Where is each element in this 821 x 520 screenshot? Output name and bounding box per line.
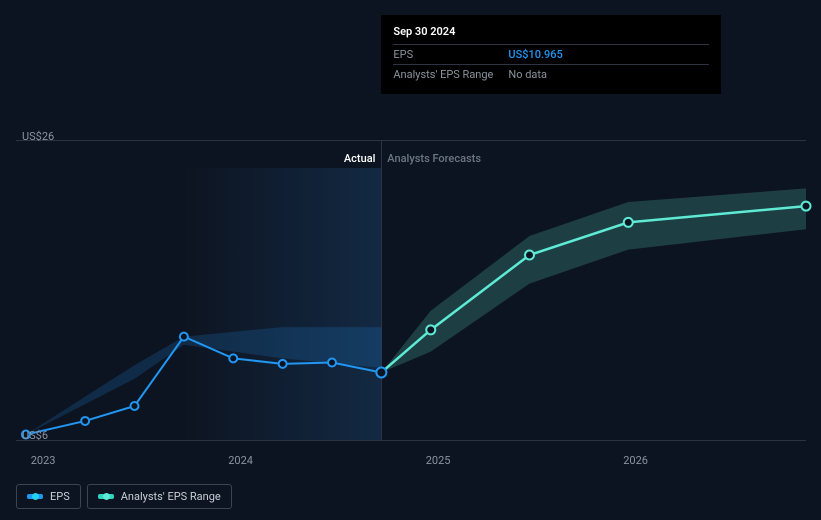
tooltip-range-value: No data <box>508 68 547 81</box>
legend-range-label: Analysts' EPS Range <box>121 490 221 503</box>
eps-chart: US$26US$62023202420252026ActualAnalysts … <box>16 140 806 440</box>
chart-legend: EPS Analysts' EPS Range <box>16 484 232 509</box>
x-axis-label: 2024 <box>228 454 253 467</box>
tooltip-eps-label: EPS <box>393 48 508 61</box>
x-axis-label: 2023 <box>31 454 56 467</box>
y-axis-label: US$26 <box>22 130 54 143</box>
tooltip-date: Sep 30 2024 <box>393 25 709 38</box>
legend-eps[interactable]: EPS <box>16 484 81 509</box>
chart-tooltip: Sep 30 2024 EPS US$10.965 Analysts' EPS … <box>381 15 721 94</box>
tooltip-range-label: Analysts' EPS Range <box>393 68 508 81</box>
legend-range-swatch <box>98 494 114 499</box>
y-axis-label: US$6 <box>22 429 48 442</box>
legend-eps-label: EPS <box>50 490 70 503</box>
legend-range[interactable]: Analysts' EPS Range <box>87 484 232 509</box>
chart-svg[interactable] <box>16 140 806 440</box>
actual-label: Actual <box>344 152 376 165</box>
tooltip-eps-value: US$10.965 <box>508 48 562 61</box>
x-axis-label: 2025 <box>426 454 451 467</box>
forecast-label: Analysts Forecasts <box>387 152 481 165</box>
legend-eps-swatch <box>27 494 43 499</box>
x-axis-label: 2026 <box>623 454 648 467</box>
